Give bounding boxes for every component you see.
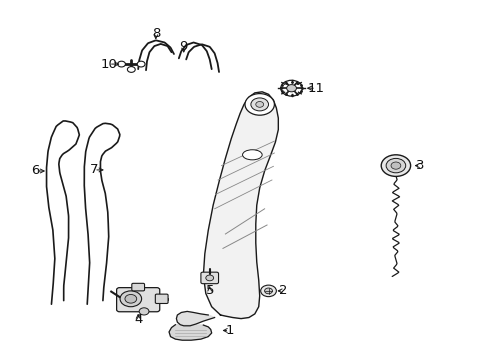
Polygon shape: [203, 92, 278, 319]
Text: 4: 4: [134, 313, 143, 326]
Circle shape: [245, 94, 274, 115]
Text: 11: 11: [308, 82, 324, 95]
Circle shape: [120, 291, 142, 307]
Text: 5: 5: [205, 284, 214, 297]
Text: 9: 9: [179, 40, 188, 53]
Text: 7: 7: [90, 163, 98, 176]
Polygon shape: [176, 311, 215, 326]
Circle shape: [386, 158, 406, 173]
Ellipse shape: [243, 150, 262, 160]
Circle shape: [127, 67, 135, 72]
Circle shape: [281, 80, 302, 96]
Circle shape: [381, 155, 411, 176]
Circle shape: [206, 275, 214, 281]
Text: 6: 6: [31, 165, 40, 177]
Circle shape: [256, 102, 264, 107]
Circle shape: [118, 61, 125, 67]
Polygon shape: [169, 325, 212, 340]
FancyBboxPatch shape: [201, 272, 219, 284]
Text: 2: 2: [279, 284, 288, 297]
Text: 8: 8: [151, 27, 160, 40]
FancyBboxPatch shape: [117, 288, 160, 312]
Circle shape: [251, 98, 269, 111]
Circle shape: [287, 85, 296, 92]
Text: 1: 1: [225, 324, 234, 337]
Text: 3: 3: [416, 159, 425, 172]
Circle shape: [261, 285, 276, 297]
Circle shape: [139, 308, 149, 315]
Circle shape: [137, 61, 145, 67]
Circle shape: [265, 288, 272, 294]
Circle shape: [391, 162, 401, 169]
FancyBboxPatch shape: [155, 294, 168, 303]
FancyBboxPatch shape: [132, 283, 145, 291]
Text: 10: 10: [100, 58, 117, 71]
Circle shape: [125, 294, 137, 303]
